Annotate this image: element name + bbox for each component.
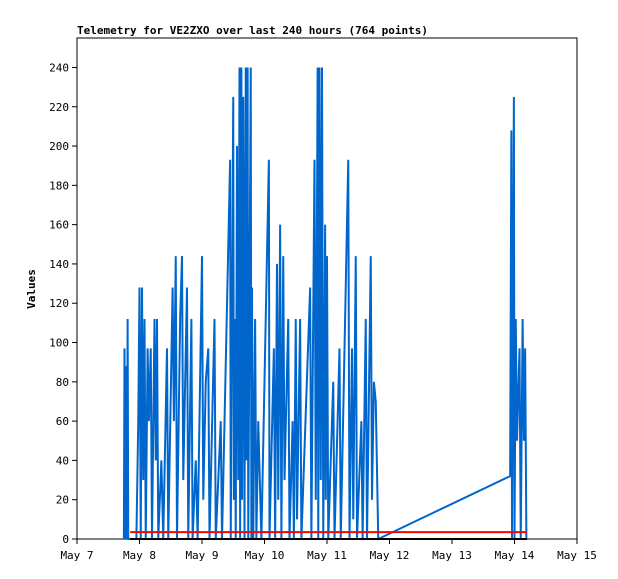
series-line (122, 67, 528, 541)
y-tick-label: 100 (49, 337, 69, 350)
chart-title: Telemetry for VE2ZXO over last 240 hours… (77, 24, 428, 37)
x-tick-label: May 9 (185, 549, 218, 562)
y-tick-label: 200 (49, 140, 69, 153)
y-tick-label: 160 (49, 219, 69, 232)
x-tick-label: May 13 (432, 549, 472, 562)
y-tick-label: 60 (56, 415, 69, 428)
y-axis-label: Values (25, 269, 38, 309)
y-tick-label: 80 (56, 376, 69, 389)
x-tick-label: May 11 (307, 549, 347, 562)
y-tick-label: 40 (56, 454, 69, 467)
y-tick-label: 120 (49, 297, 69, 310)
y-tick-label: 20 (56, 494, 69, 507)
y-tick-label: 220 (49, 101, 69, 114)
y-tick-label: 240 (49, 61, 69, 74)
x-tick-label: May 15 (557, 549, 597, 562)
y-tick-label: 180 (49, 179, 69, 192)
x-tick-label: May 14 (495, 549, 535, 562)
x-tick-label: May 10 (245, 549, 285, 562)
x-tick-label: May 12 (370, 549, 410, 562)
y-tick-label: 140 (49, 258, 69, 271)
y-tick-label: 0 (62, 533, 69, 546)
x-tick-label: May 8 (123, 549, 156, 562)
x-tick-label: May 7 (60, 549, 93, 562)
